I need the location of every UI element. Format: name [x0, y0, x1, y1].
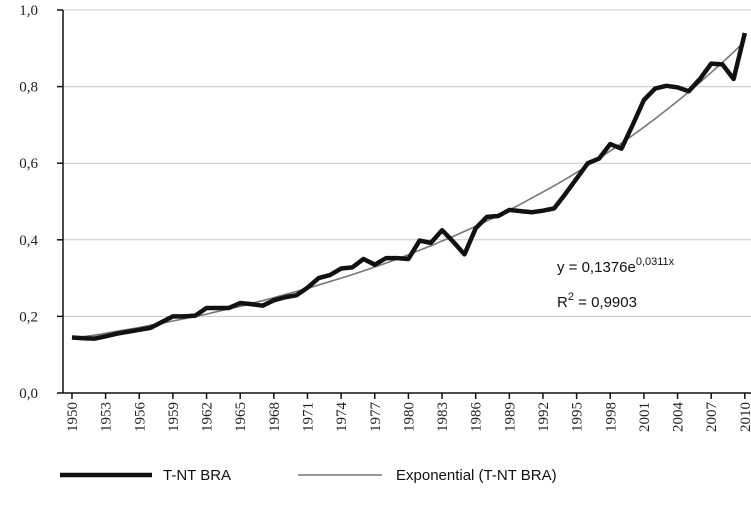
x-tick-label: 1995 — [570, 402, 586, 432]
y-tick-label: 0,2 — [19, 309, 38, 325]
x-tick-label: 2007 — [704, 402, 720, 433]
x-tick-label: 1992 — [536, 402, 552, 432]
legend-label: Exponential (T-NT BRA) — [396, 467, 557, 484]
y-tick-label: 0,8 — [19, 80, 38, 96]
annotation-superscript: 0,0311x — [636, 256, 675, 268]
y-tick-label: 0,4 — [19, 233, 38, 249]
x-tick-label: 2010 — [738, 402, 751, 432]
x-tick-label: 2001 — [637, 402, 653, 432]
y-tick-label: 0,6 — [19, 156, 38, 172]
x-tick-label: 2004 — [671, 402, 687, 433]
x-tick-label: 1986 — [469, 402, 485, 433]
x-tick-label: 1980 — [401, 402, 417, 432]
x-tick-label: 1956 — [132, 402, 148, 433]
x-tick-label: 1953 — [99, 402, 115, 432]
annotation: y = 0,1376e0,0311x — [557, 256, 675, 276]
x-tick-label: 1968 — [267, 402, 283, 432]
annotation-suffix: = 0,9903 — [574, 294, 637, 311]
annotation: R2 = 0,9903 — [557, 291, 637, 311]
y-tick-label: 1,0 — [19, 3, 38, 19]
annotation-text: R — [557, 294, 568, 311]
x-tick-label: 1998 — [603, 402, 619, 432]
series-line — [71, 32, 748, 341]
annotation-text: y = 0,1376e — [557, 259, 636, 276]
annotation-superscript: 2 — [568, 291, 574, 303]
x-tick-label: 1974 — [334, 402, 350, 433]
x-tick-label: 1989 — [502, 402, 518, 432]
x-tick-label: 1959 — [166, 402, 182, 432]
x-tick-label: 1983 — [435, 402, 451, 432]
x-tick-label: 1962 — [200, 402, 216, 432]
legend-label: T-NT BRA — [163, 467, 231, 484]
x-tick-label: 1977 — [368, 402, 384, 433]
x-tick-label: 1965 — [233, 402, 249, 432]
y-tick-label: 0,0 — [19, 386, 38, 402]
series-line — [71, 40, 746, 340]
x-tick-label: 1950 — [65, 402, 81, 432]
x-tick-label: 1971 — [300, 402, 316, 432]
